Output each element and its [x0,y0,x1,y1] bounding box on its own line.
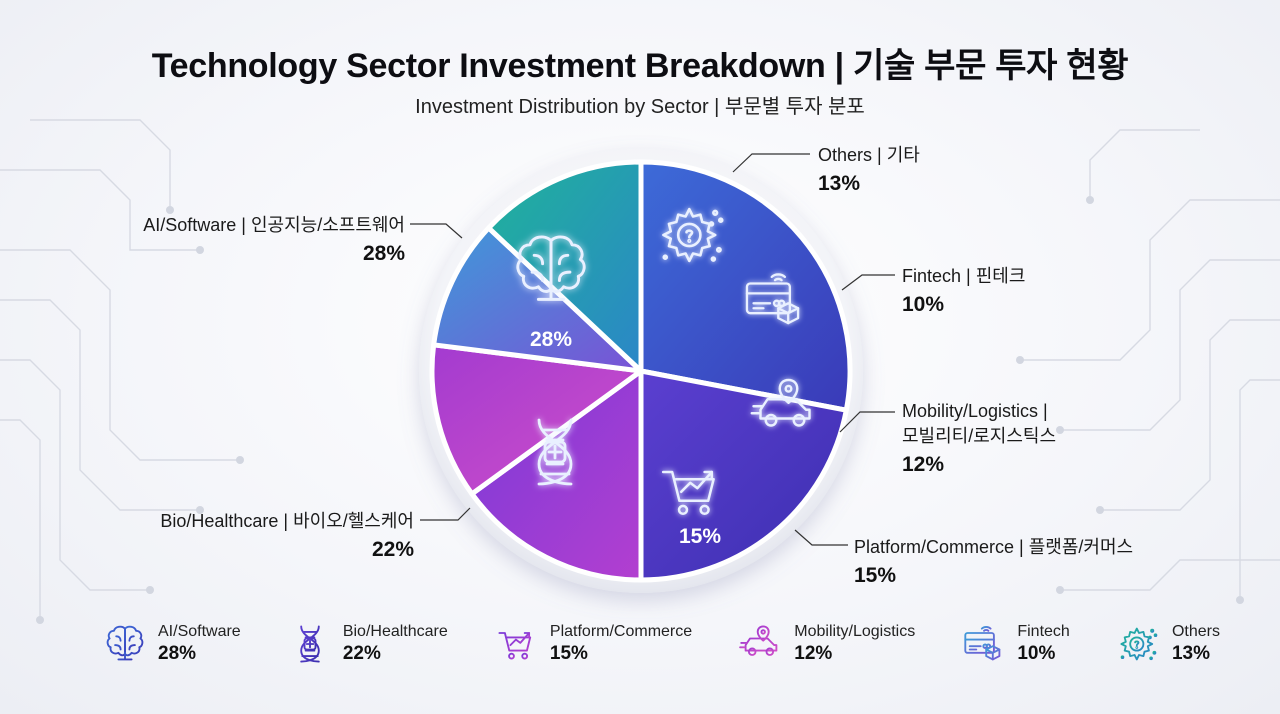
chart-subtitle: Investment Distribution by Sector | 부문별 … [415,96,865,118]
leader-line-mobility [839,411,895,433]
legend-item-platform: Platform/Commerce 15% [492,622,692,678]
slice-inner-label-platform: 15% [679,525,721,548]
legend-item-mobility: Mobility/Logistics 12% [736,622,915,678]
slice-value-fintech: 10% [902,293,944,316]
slice-value-others: 13% [818,172,860,195]
legend-value: 10% [1017,643,1056,664]
dna-icon [537,418,573,486]
pie-slice-ai[interactable] [638,159,853,413]
legend-label: Fintech [1017,623,1070,640]
dna-icon [300,625,320,663]
slice-value-platform: 15% [854,564,896,587]
brain-icon [516,235,586,301]
legend-label: Others [1171,623,1220,640]
chart-title: Technology Sector Investment Breakdown |… [151,47,1129,85]
slice-label-mobility: Mobility/Logistics | [902,401,1048,421]
legend: AI/Software 28% Bio/Healthcare 22% Platfor… [100,622,1220,678]
legend-label: Bio/Healthcare [342,623,448,640]
leader-line-fintech [841,274,895,291]
pie-slice-others[interactable] [486,159,644,374]
legend-label: Mobility/Logistics [794,623,916,640]
leader-line-others [732,153,810,173]
leader-line-platform [794,529,848,546]
slice-label-platform: Platform/Commerce | 플랫폼/커머스 [854,537,1133,557]
legend-value: 28% [158,643,197,664]
slice-inner-label-ai: 28% [530,328,572,351]
slice-label-mobility: 모빌리티/로지스틱스 [902,426,1056,446]
leader-line-ai [410,223,463,239]
legend-label: AI/Software [158,623,241,640]
legend-label: Platform/Commerce [549,623,693,640]
pie-slice-platform[interactable] [469,368,644,583]
legend-item-others: Others 13% [1114,622,1220,678]
legend-value: 12% [794,643,833,664]
slice-value-ai: 28% [363,242,405,265]
legend-item-bio: Bio/Healthcare 22% [285,622,448,678]
legend-value: 15% [549,643,588,664]
gear-icon [662,207,724,263]
card-icon [964,626,1001,661]
legend-item-ai: AI/Software 28% [100,622,241,678]
car-icon [739,625,778,656]
legend-item-fintech: Fintech 10% [959,622,1070,678]
car-icon [750,378,811,427]
leader-line-bio [420,507,471,521]
slice-value-mobility: 12% [902,453,944,476]
slice-label-bio: Bio/Healthcare | 바이오/헬스케어 [160,511,414,531]
cart-icon [661,470,715,516]
slice-label-fintech: Fintech | 핀테크 [902,266,1025,286]
legend-value: 13% [1171,643,1210,664]
card-icon [745,273,800,325]
slice-label-ai: AI/Software | 인공지능/소프트웨어 [143,215,405,235]
slice-label-others: Others | 기타 [818,145,920,165]
brain-icon [106,625,144,661]
slice-value-bio: 22% [372,538,414,561]
pie-slice-mobility[interactable] [429,342,644,497]
cart-icon [498,632,532,660]
legend-value: 22% [342,643,381,664]
gear-icon [1120,627,1158,661]
